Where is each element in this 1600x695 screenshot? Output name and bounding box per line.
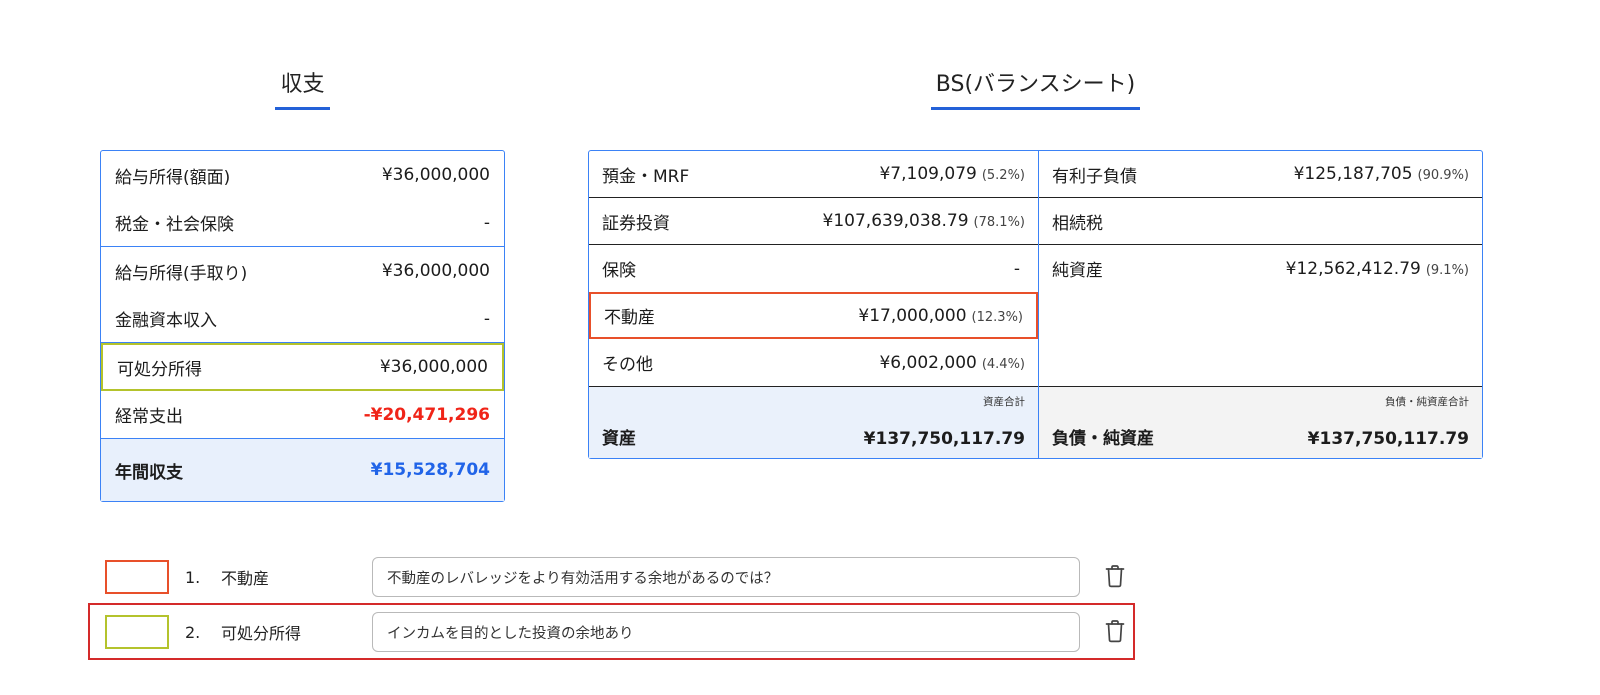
liabilities-total-value: ¥137,750,117.79 bbox=[1307, 429, 1469, 449]
bs-row-other: その他 ¥6,002,000 (4.4%) bbox=[589, 339, 1038, 386]
bs-row-securities: 証券投資 ¥107,639,038.79 (78.1%) bbox=[589, 198, 1038, 245]
row-label: 年間収支 bbox=[115, 462, 183, 483]
row-percent: (9.1%) bbox=[1425, 262, 1469, 278]
row-label: 可処分所得 bbox=[117, 359, 202, 380]
annotation-number: 1. bbox=[185, 567, 201, 587]
row-label: 預金・MRF bbox=[602, 166, 690, 187]
row-value-negative: -¥20,471,296 bbox=[363, 404, 490, 425]
row-value: ¥7,109,079 bbox=[879, 164, 977, 184]
row-percent: (5.2%) bbox=[981, 168, 1025, 183]
income-title-text: 収支 bbox=[275, 66, 330, 110]
row-value: ¥36,000,000 bbox=[379, 357, 488, 377]
row-label: 有利子負債 bbox=[1052, 166, 1137, 187]
row-value: - bbox=[483, 212, 490, 233]
assets-total-caption: 資産合計 bbox=[983, 396, 1025, 408]
bs-row-inheritance-tax: 相続税 bbox=[1039, 198, 1482, 245]
row-label: 証券投資 bbox=[602, 213, 670, 234]
income-row-annual-balance: 年間収支 ¥15,528,704 bbox=[101, 439, 504, 501]
annotation-label: 可処分所得 bbox=[221, 624, 302, 643]
annotation-number: 2. bbox=[185, 622, 201, 642]
bs-row-deposits-mrf: 預金・MRF ¥7,109,079 (5.2%) bbox=[589, 151, 1038, 198]
income-row-net-salary: 給与所得(手取り) ¥36,000,000 bbox=[101, 247, 504, 295]
income-row-taxes-social-insurance: 税金・社会保険 - bbox=[101, 199, 504, 247]
income-section-title: 収支 bbox=[100, 66, 505, 110]
annotation-comment-input[interactable] bbox=[372, 557, 1080, 597]
bs-row-real-estate-highlighted[interactable]: 不動産 ¥17,000,000 (12.3%) bbox=[589, 292, 1038, 339]
income-row-recurring-expenses: 経常支出 -¥20,471,296 bbox=[101, 391, 504, 439]
liabilities-total-label: 負債・純資産 bbox=[1052, 429, 1154, 449]
bs-assets-total-row: 資産合計 資産 ¥137,750,117.79 bbox=[589, 386, 1038, 458]
assets-total-label: 資産 bbox=[602, 429, 636, 449]
row-percent: (4.4%) bbox=[981, 356, 1025, 372]
annotation-comment-input[interactable] bbox=[372, 612, 1080, 652]
income-row-gross-salary: 給与所得(額面) ¥36,000,000 bbox=[101, 151, 504, 199]
row-label: 相続税 bbox=[1052, 213, 1103, 234]
row-label: 金融資本収入 bbox=[115, 311, 217, 331]
bs-row-net-assets: 純資産 ¥12,562,412.79 (9.1%) bbox=[1039, 245, 1482, 292]
row-value: ¥6,002,000 bbox=[879, 352, 977, 373]
row-percent: (12.3%) bbox=[971, 309, 1023, 325]
row-value: - bbox=[1013, 258, 1020, 279]
row-value: ¥36,000,000 bbox=[381, 261, 490, 281]
trash-icon bbox=[1103, 618, 1127, 647]
trash-icon bbox=[1103, 563, 1127, 592]
row-percent: (78.1%) bbox=[973, 215, 1025, 230]
row-label: 給与所得(額面) bbox=[115, 167, 231, 188]
delete-annotation-button[interactable] bbox=[1100, 561, 1130, 593]
delete-annotation-button[interactable] bbox=[1100, 616, 1130, 648]
balance-sheet-table: 預金・MRF ¥7,109,079 (5.2%) 証券投資 ¥107,639,0… bbox=[588, 150, 1483, 459]
bs-row-insurance: 保険 - bbox=[589, 245, 1038, 292]
annotation-color-swatch-green bbox=[105, 615, 169, 649]
row-label: 税金・社会保険 bbox=[115, 215, 234, 235]
row-value: ¥17,000,000 bbox=[858, 305, 967, 326]
row-value: ¥12,562,412.79 bbox=[1285, 258, 1421, 279]
row-label: その他 bbox=[602, 355, 653, 375]
row-label: 不動産 bbox=[604, 308, 655, 328]
row-percent: (90.9%) bbox=[1417, 168, 1469, 183]
liabilities-total-caption: 負債・純資産合計 bbox=[1385, 396, 1469, 408]
bs-liabilities-column: 有利子負債 ¥125,187,705 (90.9%) 相続税 純資産 ¥12,5… bbox=[1039, 151, 1482, 458]
row-value-positive: ¥15,528,704 bbox=[370, 460, 490, 480]
annotation-color-swatch-orange bbox=[105, 560, 169, 594]
income-row-financial-capital-income: 金融資本収入 - bbox=[101, 295, 504, 343]
bs-assets-column: 預金・MRF ¥7,109,079 (5.2%) 証券投資 ¥107,639,0… bbox=[589, 151, 1039, 458]
annotation-row-disposable-income: 2. 可処分所得 bbox=[105, 611, 1130, 653]
row-value: ¥107,639,038.79 bbox=[822, 211, 969, 231]
assets-total-value: ¥137,750,117.79 bbox=[863, 429, 1025, 449]
balance-sheet-title-text: BS(バランスシート) bbox=[930, 66, 1141, 110]
bs-liabilities-total-row: 負債・純資産合計 負債・純資産 ¥137,750,117.79 bbox=[1039, 386, 1482, 458]
income-statement-table: 給与所得(額面) ¥36,000,000 税金・社会保険 - 給与所得(手取り)… bbox=[100, 150, 505, 502]
row-value: - bbox=[483, 308, 490, 329]
row-label: 給与所得(手取り) bbox=[115, 263, 248, 284]
annotation-label: 不動産 bbox=[221, 569, 270, 588]
row-label: 保険 bbox=[602, 261, 636, 281]
row-label: 純資産 bbox=[1052, 261, 1103, 281]
income-row-disposable-income-highlighted[interactable]: 可処分所得 ¥36,000,000 bbox=[101, 343, 504, 391]
annotation-row-real-estate: 1. 不動産 bbox=[105, 556, 1130, 598]
row-value: ¥125,187,705 bbox=[1293, 164, 1413, 184]
row-value: ¥36,000,000 bbox=[381, 165, 490, 185]
row-label: 経常支出 bbox=[115, 407, 183, 427]
bs-row-interest-bearing-debt: 有利子負債 ¥125,187,705 (90.9%) bbox=[1039, 151, 1482, 198]
balance-sheet-section-title: BS(バランスシート) bbox=[588, 66, 1483, 110]
